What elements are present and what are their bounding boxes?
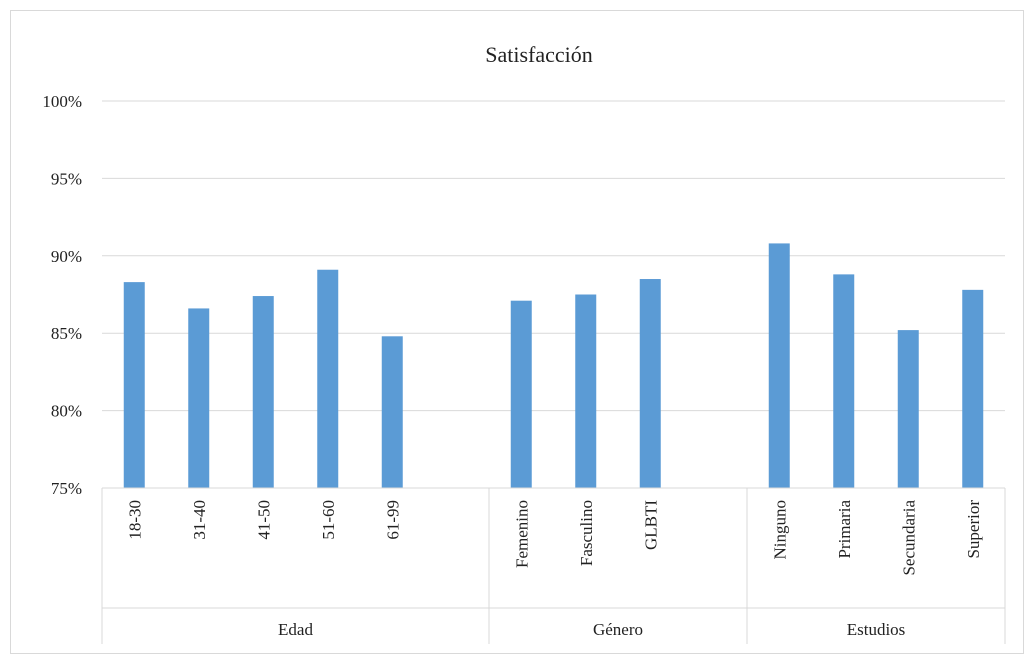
bars: [123, 243, 984, 488]
x-category-label: Primaria: [835, 500, 854, 559]
bar: [833, 274, 855, 488]
x-category-label: 18-30: [125, 500, 144, 540]
bar: [962, 289, 984, 488]
y-tick-label: 90%: [51, 247, 82, 266]
x-category-label: 51-60: [319, 500, 338, 540]
y-axis-ticks: 75% 80% 85% 90% 95% 100%: [42, 92, 82, 498]
x-category-label: Superior: [964, 500, 983, 559]
x-category-label: 31-40: [190, 500, 209, 540]
x-category-label: 41-50: [254, 500, 273, 540]
x-axis: 18-30 31-40 41-50 51-60 61-99 Edad Femenino Fas…: [101, 487, 1006, 644]
y-tick-label: 95%: [51, 169, 82, 188]
bar: [639, 279, 661, 488]
x-category-label: 61-99: [383, 500, 402, 540]
bar: [510, 300, 532, 488]
bar: [897, 330, 919, 488]
x-category-label: Fasculino: [577, 500, 596, 566]
bar: [381, 336, 403, 488]
bar: [123, 282, 145, 488]
x-category-label: GLBTI: [641, 500, 660, 550]
y-tick-label: 80%: [51, 402, 82, 421]
chart-title: Satisfacción: [485, 42, 593, 67]
y-tick-label: 85%: [51, 324, 82, 343]
bar: [575, 294, 597, 488]
bar: [317, 269, 339, 488]
grid-lines: [102, 100, 1005, 412]
bar: [768, 243, 790, 488]
x-group-label: Edad: [278, 620, 313, 639]
bar: [252, 296, 274, 488]
x-group-label: Estudios: [847, 620, 906, 639]
x-category-label: Femenino: [512, 500, 531, 568]
y-tick-label: 75%: [51, 479, 82, 498]
x-group-label: Género: [593, 620, 643, 639]
bar: [188, 308, 210, 488]
y-tick-label: 100%: [42, 92, 82, 111]
x-category-label: Ninguno: [770, 500, 789, 560]
x-category-label: Secundaria: [899, 500, 918, 576]
